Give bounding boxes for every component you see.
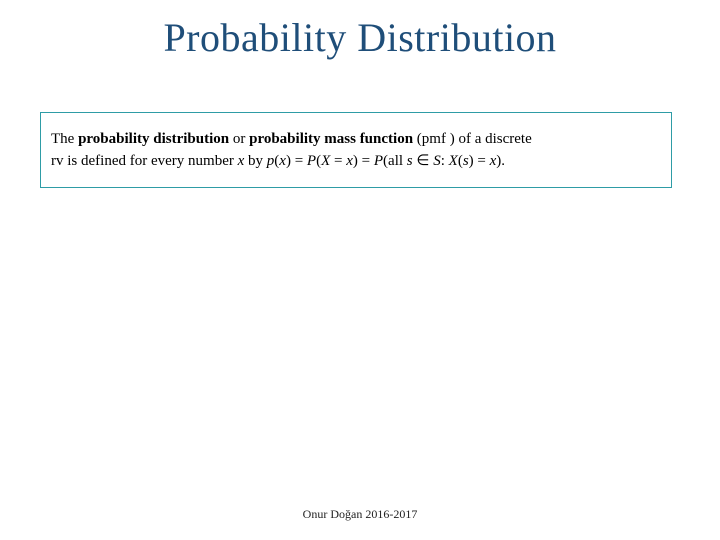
- var-X: X: [449, 153, 458, 169]
- sample-space: S: [433, 153, 441, 169]
- text: :: [441, 153, 449, 169]
- definition-line-1: The probability distribution or probabil…: [51, 129, 661, 151]
- slide: Probability Distribution The probability…: [0, 0, 720, 540]
- text: ) =: [353, 153, 374, 169]
- var-x: x: [279, 153, 286, 169]
- slide-footer: Onur Doğan 2016-2017: [0, 507, 720, 522]
- term-pmf: probability mass function: [249, 131, 413, 147]
- text: rv is defined for every number: [51, 153, 238, 169]
- var-X: X: [321, 153, 330, 169]
- text: ∈: [413, 153, 434, 169]
- fn-P: P: [374, 153, 383, 169]
- text: ).: [496, 153, 505, 169]
- fn-P: P: [307, 153, 316, 169]
- page-title: Probability Distribution: [0, 14, 720, 61]
- definition-box: The probability distribution or probabil…: [40, 112, 672, 188]
- text: (pmf ) of a discrete: [413, 131, 532, 147]
- text: by: [244, 153, 267, 169]
- text: =: [330, 153, 346, 169]
- text: or: [229, 131, 249, 147]
- definition-line-2: rv is defined for every number x by p(x)…: [51, 151, 661, 173]
- term-probability-distribution: probability distribution: [78, 131, 229, 147]
- text: (all: [383, 153, 407, 169]
- text: ) =: [286, 153, 307, 169]
- text: ) =: [469, 153, 490, 169]
- var-x: x: [346, 153, 353, 169]
- text: The: [51, 131, 78, 147]
